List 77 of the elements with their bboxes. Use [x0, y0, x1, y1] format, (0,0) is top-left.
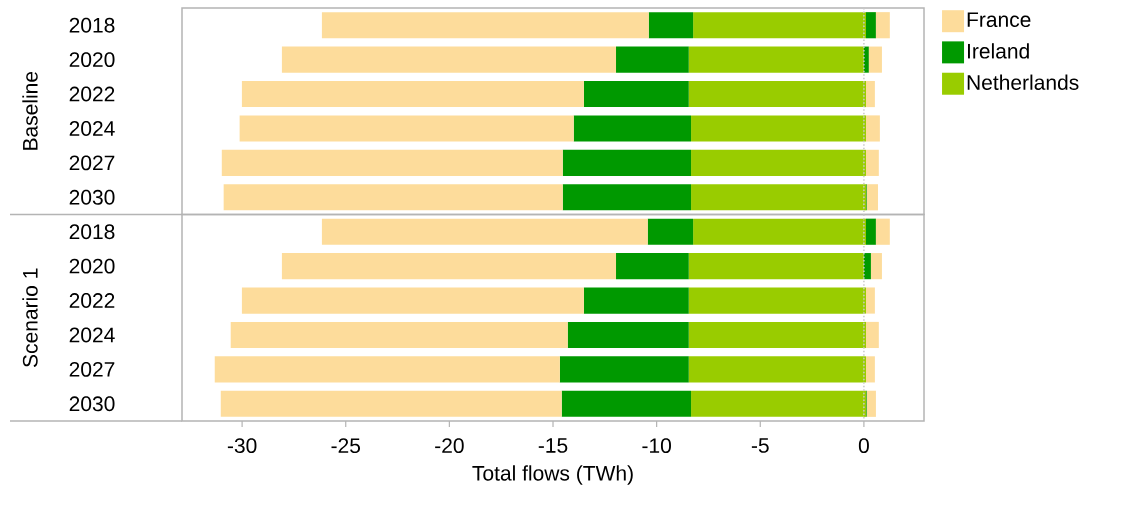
bar [239, 115, 574, 142]
bar [866, 184, 878, 211]
bar [688, 253, 864, 280]
bar [691, 390, 864, 417]
y-tick-label: 2018 [69, 224, 115, 240]
bar [865, 321, 879, 349]
bar [863, 46, 869, 73]
bar [875, 12, 890, 39]
bar [562, 149, 692, 176]
bar [567, 321, 689, 349]
x-tick-label: -25 [331, 438, 361, 454]
x-tick-label: -5 [751, 438, 769, 453]
x-tick-label: -30 [227, 438, 257, 454]
bar [691, 149, 864, 176]
bar [863, 253, 871, 280]
bar [865, 80, 875, 108]
bar [875, 218, 890, 245]
bar [281, 46, 617, 73]
bar [868, 46, 882, 73]
y-tick-label: 2030 [69, 396, 115, 412]
bar [321, 218, 648, 245]
bar [693, 218, 864, 245]
bar [561, 390, 692, 417]
x-axis-title: Total flows (TWh) [472, 465, 633, 485]
bar [870, 253, 882, 280]
bar [865, 218, 876, 245]
bar [241, 287, 584, 314]
bar [688, 80, 864, 108]
bar [241, 80, 584, 108]
bar [562, 184, 692, 211]
y-tick-label: 2024 [69, 121, 115, 136]
bar [281, 253, 617, 280]
legend-label: Ireland [967, 43, 1029, 59]
bar [688, 46, 864, 73]
bar [691, 115, 864, 142]
bar [865, 12, 876, 39]
y-tick-label: 2030 [69, 189, 115, 205]
y-tick-label: 2022 [69, 86, 115, 102]
bar [321, 12, 649, 39]
bar [221, 149, 563, 176]
y-tick-label: 2020 [69, 52, 115, 68]
y-tick-label: 2024 [69, 327, 115, 343]
bar [220, 390, 562, 417]
y-tick-label: 2027 [69, 361, 115, 377]
y-tick-label: 2018 [69, 17, 115, 33]
bar [214, 356, 560, 383]
legend-label: France [967, 12, 1031, 28]
x-tick-label: -15 [538, 438, 568, 453]
bar [866, 390, 876, 417]
bar [688, 356, 864, 383]
legend-label: Netherlands [967, 74, 1079, 90]
bar [691, 184, 864, 211]
bar [865, 356, 875, 383]
bar [688, 321, 864, 349]
y-tick-label: 2022 [69, 293, 115, 308]
bar [616, 46, 689, 73]
bar [693, 12, 864, 39]
bar [616, 253, 689, 280]
bar [230, 321, 568, 349]
y-axis-title: Scenario 1 [22, 268, 38, 367]
bar [865, 149, 879, 176]
bar [559, 356, 689, 383]
bar [223, 184, 563, 211]
y-tick-label: 2020 [69, 258, 115, 274]
bar [688, 287, 864, 314]
bar [573, 115, 692, 142]
x-tick-label: 0 [858, 438, 869, 454]
bar [583, 80, 689, 108]
x-tick-label: -10 [642, 438, 671, 454]
y-axis-title: Baseline [22, 71, 38, 150]
x-tick-label: -20 [435, 438, 464, 454]
bar [865, 287, 875, 314]
y-tick-label: 2027 [69, 155, 115, 171]
bar [583, 287, 689, 314]
bar [865, 115, 880, 142]
bar [648, 12, 694, 39]
bar [647, 218, 694, 245]
